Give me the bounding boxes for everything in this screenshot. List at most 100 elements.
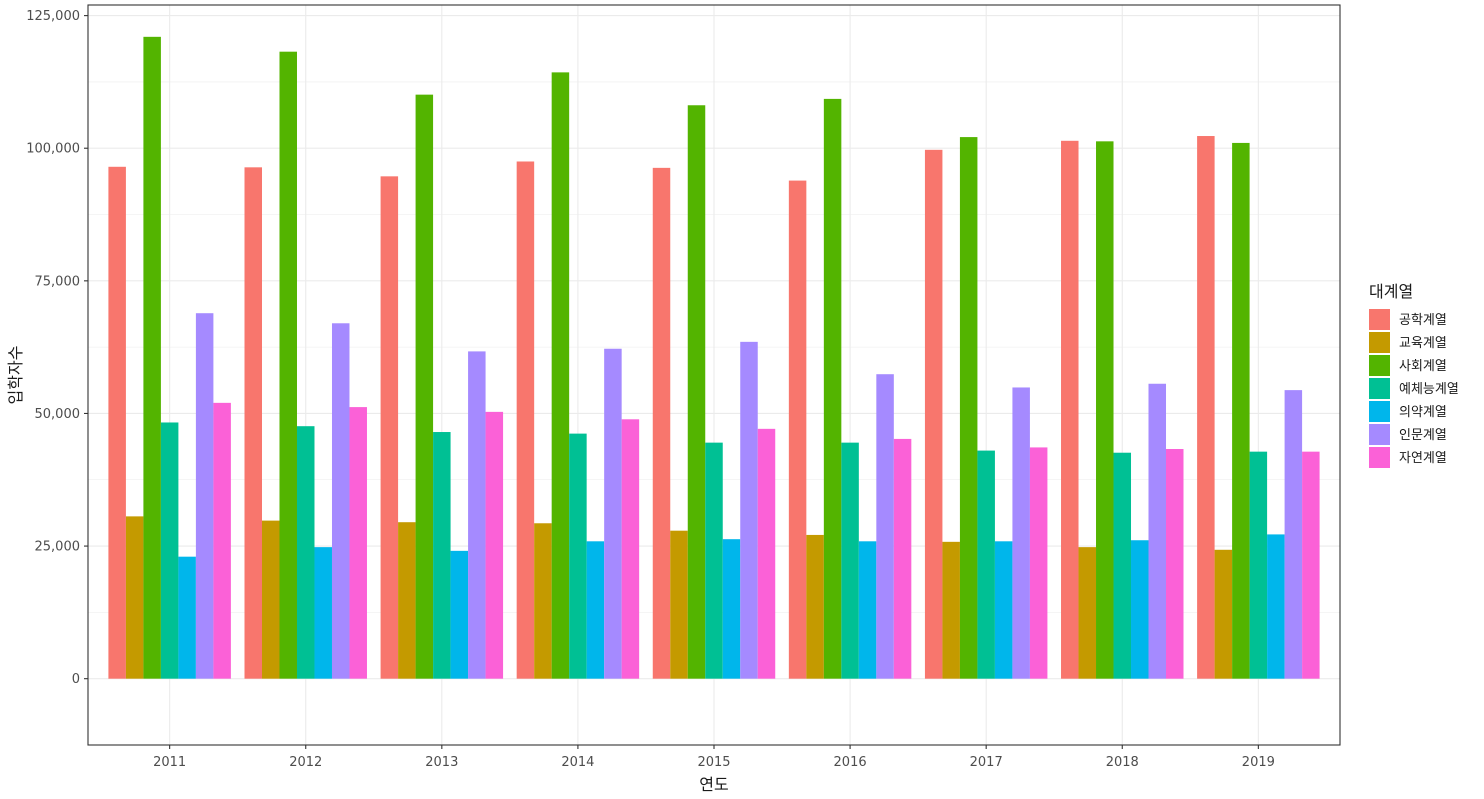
bar xyxy=(415,94,434,679)
bar xyxy=(1078,547,1097,679)
y-tick-label: 100,000 xyxy=(26,142,80,157)
bar xyxy=(942,541,960,679)
x-tick-label: 2017 xyxy=(970,755,1003,770)
x-axis-title: 연도 xyxy=(699,775,728,794)
y-tick-label: 25,000 xyxy=(35,540,81,555)
y-tick-label: 0 xyxy=(72,672,80,687)
legend-label: 사회계열 xyxy=(1399,359,1447,374)
y-tick-label: 125,000 xyxy=(26,9,80,24)
bar xyxy=(1148,383,1167,679)
bar xyxy=(398,522,416,679)
bar xyxy=(1302,451,1320,679)
y-axis-title: 입학자수 xyxy=(6,346,25,405)
bar xyxy=(244,167,262,679)
bar xyxy=(569,433,587,679)
legend-swatch xyxy=(1369,447,1390,468)
bar xyxy=(959,137,978,679)
x-tick-label: 2019 xyxy=(1242,755,1275,770)
bar xyxy=(876,374,894,679)
bar xyxy=(1096,141,1114,679)
bar xyxy=(604,348,622,679)
bar xyxy=(213,402,231,679)
bar xyxy=(534,523,552,679)
bar xyxy=(858,541,877,679)
bar xyxy=(314,547,332,679)
bar xyxy=(178,556,196,679)
legend-swatch xyxy=(1369,332,1390,353)
bar xyxy=(433,432,451,679)
bar xyxy=(279,51,297,679)
bar xyxy=(1113,452,1132,679)
y-tick-label: 50,000 xyxy=(35,407,81,422)
y-tick-label: 75,000 xyxy=(35,274,81,289)
x-tick-label: 2012 xyxy=(289,755,322,770)
bar xyxy=(296,426,315,679)
bar xyxy=(1284,390,1303,679)
legend-swatch xyxy=(1369,378,1390,399)
bar xyxy=(485,411,504,679)
bar xyxy=(380,176,399,679)
bar xyxy=(687,105,706,679)
legend-label: 인문계열 xyxy=(1399,428,1447,443)
bar xyxy=(125,516,144,679)
bar xyxy=(621,419,640,679)
legend-swatch xyxy=(1369,401,1390,422)
bar xyxy=(450,550,469,679)
bar xyxy=(551,72,570,679)
bar xyxy=(705,442,723,679)
legend-label: 의약계열 xyxy=(1399,405,1447,420)
x-tick-label: 2018 xyxy=(1106,755,1139,770)
legend-swatch xyxy=(1369,424,1390,445)
bar xyxy=(740,341,758,679)
bar xyxy=(757,428,776,679)
bar xyxy=(108,166,126,679)
bar xyxy=(1012,387,1030,679)
y-axis-ticks: 0 25,000 50,000 75,000 100,000 125,000 xyxy=(26,9,88,687)
bar xyxy=(1249,451,1268,679)
bar xyxy=(261,520,280,679)
bar xyxy=(841,442,859,679)
bar xyxy=(1131,540,1149,679)
bar xyxy=(977,450,995,679)
bar xyxy=(893,438,912,679)
legend-swatch xyxy=(1369,309,1390,330)
bar xyxy=(160,422,179,679)
legend-swatch xyxy=(1369,355,1390,376)
bar xyxy=(143,36,161,679)
bar xyxy=(349,407,367,679)
legend-label: 예체능계열 xyxy=(1399,382,1459,397)
bar xyxy=(1166,449,1184,679)
x-tick-label: 2016 xyxy=(834,755,867,770)
legend-title: 대계열 xyxy=(1369,282,1413,301)
bar xyxy=(1214,549,1233,679)
bar xyxy=(195,313,214,679)
bar xyxy=(516,161,535,679)
bar xyxy=(331,323,350,679)
bar xyxy=(823,98,842,679)
legend-label: 교육계열 xyxy=(1399,336,1447,351)
x-tick-label: 2015 xyxy=(697,755,730,770)
bar xyxy=(468,351,486,679)
bar xyxy=(924,149,943,679)
x-axis-ticks: 2011 2012 2013 2014 2015 2016 2017 2018 2019 xyxy=(153,745,1275,770)
x-tick-label: 2014 xyxy=(561,755,594,770)
bar xyxy=(722,539,741,679)
bar xyxy=(788,180,807,679)
bar xyxy=(670,530,688,679)
bar xyxy=(586,541,605,679)
bar xyxy=(1029,447,1048,679)
bars xyxy=(108,36,1320,679)
x-tick-label: 2013 xyxy=(425,755,458,770)
bar xyxy=(1061,140,1079,679)
legend-label: 자연계열 xyxy=(1399,451,1447,466)
bar xyxy=(994,541,1013,679)
bar xyxy=(652,167,671,679)
bar xyxy=(806,534,824,679)
legend-label: 공학계열 xyxy=(1399,313,1447,328)
x-tick-label: 2011 xyxy=(153,755,186,770)
bar xyxy=(1232,142,1250,679)
bar xyxy=(1267,534,1285,679)
